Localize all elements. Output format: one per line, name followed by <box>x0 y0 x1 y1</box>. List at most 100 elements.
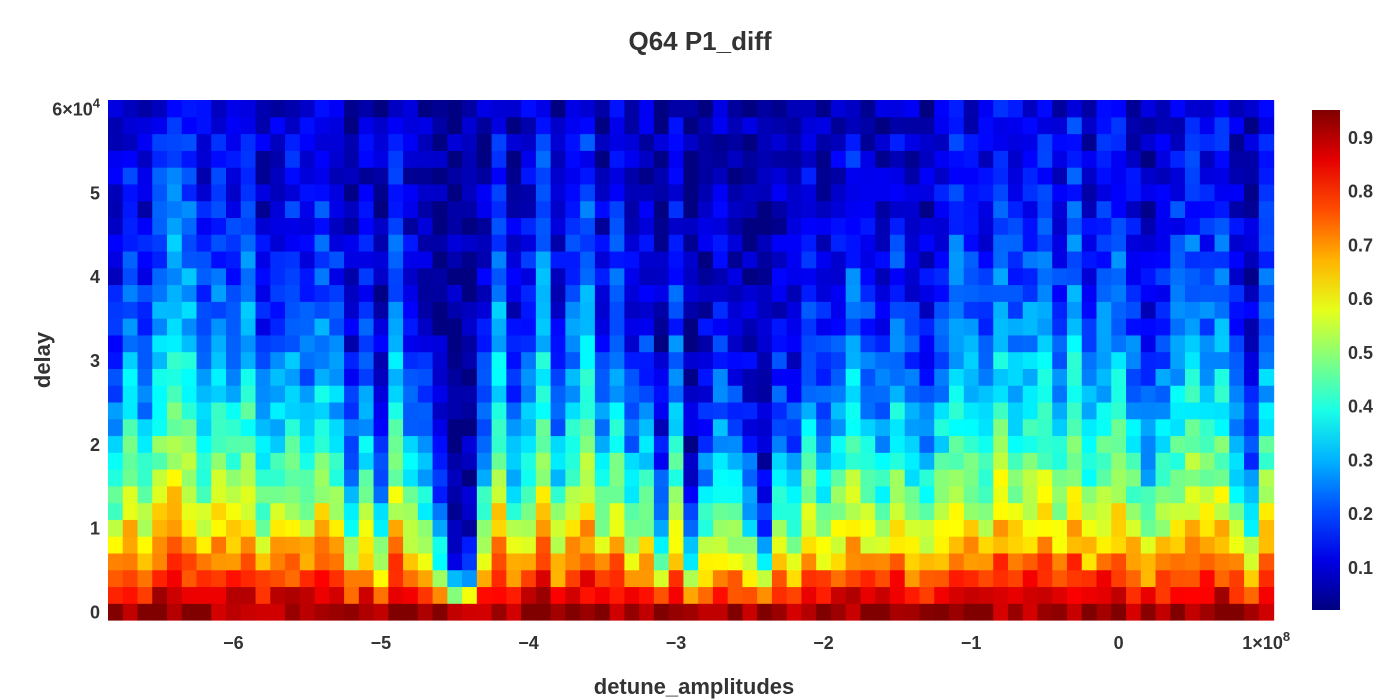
heatmap-cell <box>108 351 124 369</box>
heatmap-cell <box>1140 133 1157 151</box>
heatmap-cell <box>1258 234 1275 252</box>
heatmap-cell <box>358 100 375 118</box>
x-axis-title: detune_amplitudes <box>594 674 794 699</box>
heatmap-cell <box>727 133 744 151</box>
heatmap-cell <box>1096 217 1112 235</box>
heatmap-cell <box>1229 603 1245 621</box>
heatmap-cell <box>403 284 419 302</box>
heatmap-cell <box>491 200 507 219</box>
heatmap-cell <box>491 418 507 437</box>
heatmap-cell <box>211 401 227 420</box>
heatmap-cell <box>167 250 183 269</box>
heatmap-cell <box>1067 452 1083 470</box>
heatmap-cell <box>639 250 655 269</box>
heatmap-cell <box>550 536 566 554</box>
heatmap-cell <box>521 234 537 252</box>
heatmap-cell <box>742 267 758 286</box>
heatmap-cell <box>904 334 921 353</box>
heatmap-cell <box>875 603 891 621</box>
heatmap-cell <box>1008 318 1024 336</box>
heatmap-cell <box>1096 586 1112 604</box>
heatmap-cell <box>1214 569 1230 588</box>
heatmap-cell <box>181 200 198 219</box>
heatmap-cell <box>1140 250 1157 269</box>
heatmap-cell <box>830 603 847 621</box>
heatmap-cell <box>417 452 434 470</box>
heatmap-cell <box>535 250 552 269</box>
heatmap-cell <box>919 536 935 554</box>
heatmap-cell <box>329 485 345 504</box>
heatmap-cell <box>240 452 257 470</box>
heatmap-cell <box>535 452 552 470</box>
heatmap-cell <box>255 569 271 588</box>
heatmap-cell <box>108 418 124 437</box>
heatmap-cell <box>167 569 183 588</box>
heatmap-cell <box>550 418 566 437</box>
heatmap-cell <box>624 334 640 353</box>
heatmap-cell <box>550 100 566 118</box>
heatmap-cell <box>1096 100 1112 118</box>
heatmap-cell <box>1037 284 1053 302</box>
heatmap-cell <box>771 284 788 302</box>
heatmap-cell <box>1229 301 1245 319</box>
heatmap-cell <box>742 250 758 269</box>
heatmap-cell <box>270 284 286 302</box>
heatmap-cell <box>358 469 375 487</box>
heatmap-cell <box>594 116 611 135</box>
heatmap-cell <box>476 418 493 437</box>
colorbar-tick-label: 0.5 <box>1348 343 1373 363</box>
heatmap-cell <box>1214 435 1230 453</box>
y-tick-label: 3 <box>90 351 100 371</box>
heatmap-cell <box>816 234 832 252</box>
heatmap-cell <box>919 569 935 588</box>
heatmap-cell <box>889 351 906 369</box>
heatmap-cell <box>565 351 581 369</box>
heatmap-cell <box>875 435 891 453</box>
heatmap-cell <box>904 133 921 151</box>
heatmap-cell <box>801 133 817 151</box>
heatmap-cell <box>565 469 581 487</box>
heatmap-cell <box>535 385 552 403</box>
heatmap-cell <box>727 217 744 235</box>
heatmap-cell <box>196 150 212 168</box>
heatmap-cell <box>580 100 596 118</box>
heatmap-cell <box>1081 469 1098 487</box>
heatmap-cell <box>816 603 832 621</box>
heatmap-cell <box>580 502 596 520</box>
heatmap-cell <box>816 485 832 504</box>
heatmap-cell <box>373 418 389 437</box>
heatmap-cell <box>535 401 552 420</box>
heatmap-cell <box>624 234 640 252</box>
heatmap-cell <box>137 133 153 151</box>
heatmap-cell <box>1081 250 1098 269</box>
heatmap-cell <box>344 552 360 571</box>
heatmap-cell <box>653 368 670 386</box>
heatmap-cell <box>255 267 271 286</box>
heatmap-cell <box>668 368 685 386</box>
heatmap-cell <box>875 150 891 168</box>
heatmap-cell <box>226 167 242 185</box>
heatmap-cell <box>285 150 301 168</box>
heatmap-cell <box>299 368 316 386</box>
heatmap-cell <box>388 469 404 487</box>
heatmap-cell <box>1126 469 1142 487</box>
heatmap-cell <box>742 552 758 571</box>
heatmap-cell <box>653 284 670 302</box>
heatmap-cell <box>683 536 699 554</box>
heatmap-cell <box>1155 183 1171 202</box>
heatmap-cell <box>1170 301 1186 319</box>
heatmap-cell <box>285 200 301 219</box>
heatmap-cell <box>639 385 655 403</box>
heatmap-cell <box>565 586 581 604</box>
heatmap-cell <box>506 401 522 420</box>
heatmap-cell <box>1185 435 1201 453</box>
heatmap-cell <box>668 418 685 437</box>
heatmap-cell <box>226 368 242 386</box>
heatmap-cell <box>830 301 847 319</box>
heatmap-cell <box>196 502 212 520</box>
heatmap-cell <box>1155 401 1171 420</box>
heatmap-cell <box>462 217 478 235</box>
heatmap-cell <box>1170 100 1186 118</box>
heatmap-cell <box>447 401 463 420</box>
